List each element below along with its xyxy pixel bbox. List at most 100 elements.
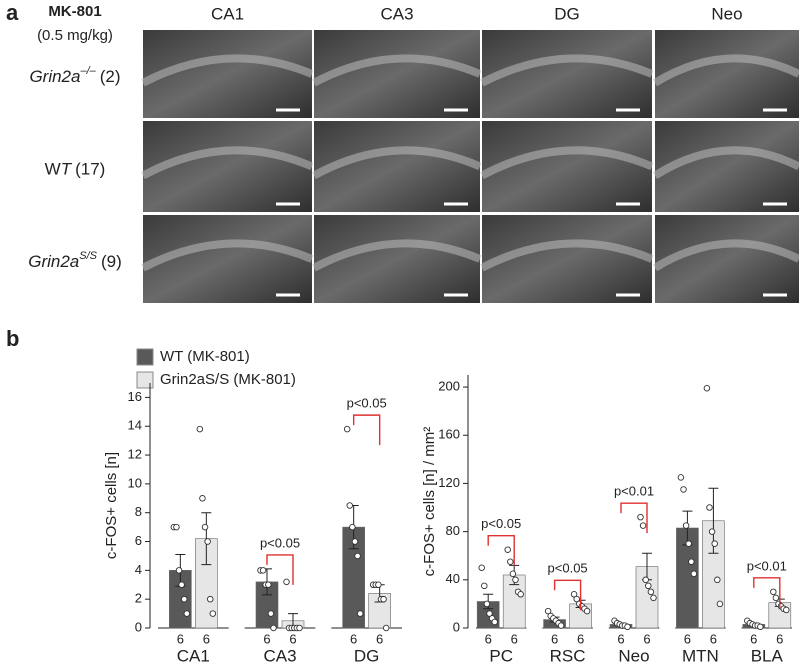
n-label: 6 xyxy=(263,631,270,646)
gene: Grin2a xyxy=(29,67,80,86)
data-point xyxy=(199,495,206,502)
data-point xyxy=(637,513,644,521)
data-point xyxy=(570,591,578,598)
data-point xyxy=(573,595,580,603)
data-point xyxy=(624,623,631,631)
x-tick-label: CA3 xyxy=(263,646,296,664)
tissue-band xyxy=(652,146,799,179)
data-point xyxy=(204,538,211,545)
data-point xyxy=(349,523,356,531)
data-point xyxy=(504,546,511,553)
data-point xyxy=(703,385,711,392)
y-tick-label: 6 xyxy=(135,533,142,548)
data-point xyxy=(706,504,713,511)
n-label: 6 xyxy=(551,631,558,646)
data-point xyxy=(196,425,204,433)
data-point xyxy=(772,594,780,602)
gene: W xyxy=(45,160,61,179)
legend-label: WT (MK-801) xyxy=(160,348,250,365)
significance-bracket xyxy=(487,534,515,566)
data-point xyxy=(711,540,718,547)
n-label: 6 xyxy=(177,631,184,646)
row-label: Grin2a–/– (2) xyxy=(29,65,120,87)
data-point xyxy=(557,622,565,629)
n-label: 6 xyxy=(511,631,518,646)
data-point xyxy=(688,558,695,565)
y-tick-label: 16 xyxy=(128,389,142,404)
significance-label: p<0.05 xyxy=(481,516,521,531)
data-point xyxy=(517,591,524,598)
y-tick-label: 4 xyxy=(135,562,142,577)
tissue-band xyxy=(141,54,314,87)
significance-label: p<0.05 xyxy=(548,561,588,576)
legend-label: Grin2aS/S (MK-801) xyxy=(160,371,296,388)
data-point xyxy=(690,570,698,578)
y-tick-label: 14 xyxy=(128,418,142,433)
column-header: Neo xyxy=(711,4,742,23)
data-point xyxy=(583,607,591,615)
count: (17) xyxy=(75,160,105,179)
data-point xyxy=(206,595,214,603)
row-label: Grin2aS/S (9) xyxy=(28,250,122,272)
data-point xyxy=(509,570,517,578)
data-point xyxy=(382,624,390,632)
data-point xyxy=(645,582,652,590)
panel-label: b xyxy=(6,326,19,351)
data-point xyxy=(351,538,359,545)
significance-bracket xyxy=(266,554,294,585)
row-label: WT (17) xyxy=(45,160,106,179)
data-point xyxy=(296,624,303,632)
superscript: S/S xyxy=(79,250,97,262)
data-point xyxy=(682,522,690,529)
data-point xyxy=(209,610,217,617)
data-point xyxy=(259,567,267,574)
y-tick-label: 0 xyxy=(135,619,142,634)
data-point xyxy=(183,610,191,617)
data-point xyxy=(544,607,552,615)
tissue-band xyxy=(480,239,654,272)
n-label: 6 xyxy=(643,631,650,646)
tissue-band xyxy=(141,239,314,272)
x-tick-label: MTN xyxy=(682,646,719,664)
data-point xyxy=(714,576,721,584)
data-point xyxy=(783,606,790,614)
data-point xyxy=(770,588,777,596)
column-header: CA1 xyxy=(211,4,244,23)
tissue-band xyxy=(312,239,482,272)
column-header: CA3 xyxy=(380,4,413,23)
n-label: 6 xyxy=(289,631,296,646)
column-header: DG xyxy=(554,4,580,23)
n-label: 6 xyxy=(684,631,691,646)
n-label: 6 xyxy=(485,631,492,646)
data-point xyxy=(677,474,685,481)
data-point xyxy=(642,576,649,584)
data-point xyxy=(647,588,655,596)
data-point xyxy=(343,425,351,433)
data-point xyxy=(716,600,724,608)
significance-label: p<0.05 xyxy=(347,396,387,411)
data-point xyxy=(346,502,354,509)
data-point xyxy=(491,618,498,626)
data-point xyxy=(708,528,716,535)
significance-label: p<0.05 xyxy=(260,535,300,550)
significance-bracket xyxy=(352,414,381,446)
y-axis-label: c-FOS+ cells [n] / mm² xyxy=(421,427,438,577)
n-label: 6 xyxy=(710,631,717,646)
panel-label: a xyxy=(6,0,19,25)
legend-swatch xyxy=(136,348,154,366)
n-label: 6 xyxy=(376,631,383,646)
data-point xyxy=(267,610,275,617)
y-tick-label: 12 xyxy=(128,446,142,461)
n-label: 6 xyxy=(617,631,624,646)
data-point xyxy=(375,581,382,589)
data-point xyxy=(650,594,657,602)
tissue-band xyxy=(312,54,482,87)
legend-swatch xyxy=(136,371,154,389)
x-tick-label: BLA xyxy=(751,646,784,664)
x-tick-label: CA1 xyxy=(177,646,210,664)
n-label: 6 xyxy=(776,631,783,646)
y-tick-label: 80 xyxy=(446,523,460,538)
y-tick-label: 2 xyxy=(135,591,142,606)
data-point xyxy=(512,576,519,584)
significance-label: p<0.01 xyxy=(747,558,787,573)
